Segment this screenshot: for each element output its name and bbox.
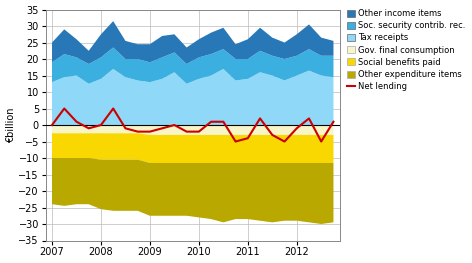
Y-axis label: €billion: €billion xyxy=(6,107,16,143)
Legend: Other income items, Soc. security contrib. rec., Tax receipts, Gov. final consum: Other income items, Soc. security contri… xyxy=(346,9,466,91)
